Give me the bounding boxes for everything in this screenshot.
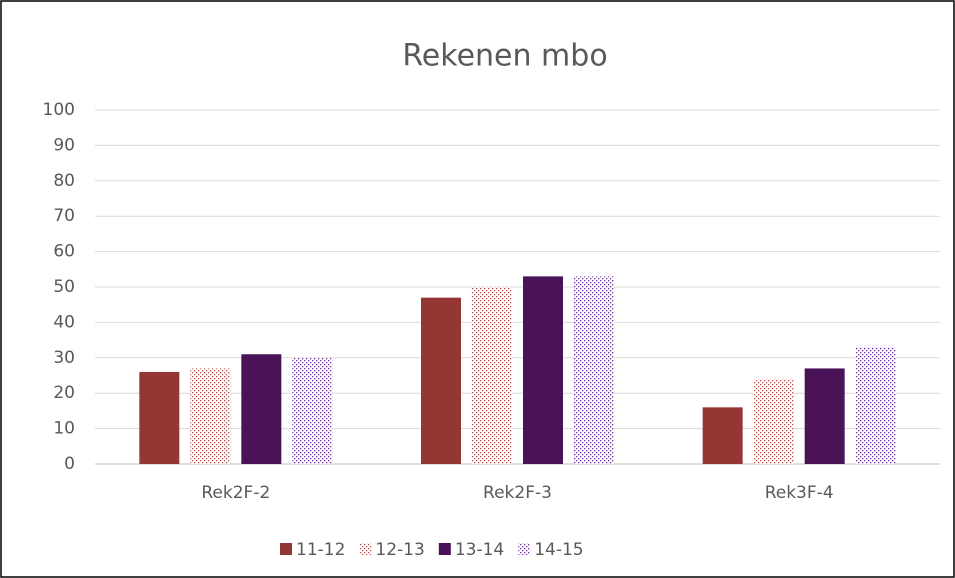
bar (292, 357, 333, 464)
y-tick-label: 20 (53, 383, 75, 403)
y-tick-label: 40 (53, 312, 75, 332)
y-tick-label: 100 (43, 100, 75, 120)
y-tick-label: 50 (53, 277, 75, 297)
bar (574, 276, 614, 464)
legend-label: 11-12 (296, 540, 345, 560)
y-tick-label: 10 (53, 419, 75, 439)
legend-swatch (280, 543, 292, 555)
legend-swatch (359, 543, 372, 555)
x-tick-label: Rek2F-3 (483, 483, 552, 503)
y-tick-label: 70 (53, 206, 75, 226)
bar (804, 368, 845, 464)
bar (421, 297, 461, 464)
y-tick-label: 0 (64, 454, 75, 474)
x-tick-label: Rek3F-4 (765, 483, 834, 503)
bar (472, 287, 512, 464)
legend-label: 13-14 (455, 540, 504, 560)
bar (190, 368, 231, 464)
bar (702, 407, 743, 464)
y-tick-label: 60 (53, 242, 75, 262)
y-tick-label: 30 (53, 348, 75, 368)
bar (241, 354, 282, 464)
bar (139, 371, 180, 464)
legend-swatch (518, 543, 531, 555)
bar (753, 379, 794, 464)
chart-title: Rekenen mbo (402, 39, 607, 74)
legend-label: 14-15 (534, 540, 583, 560)
x-tick-label: Rek2F-2 (201, 483, 270, 503)
legend-label: 12-13 (375, 540, 424, 560)
bar (855, 347, 896, 464)
legend-swatch (438, 543, 451, 555)
y-tick-label: 80 (53, 171, 75, 191)
bar (523, 276, 563, 464)
y-tick-label: 90 (53, 135, 75, 155)
